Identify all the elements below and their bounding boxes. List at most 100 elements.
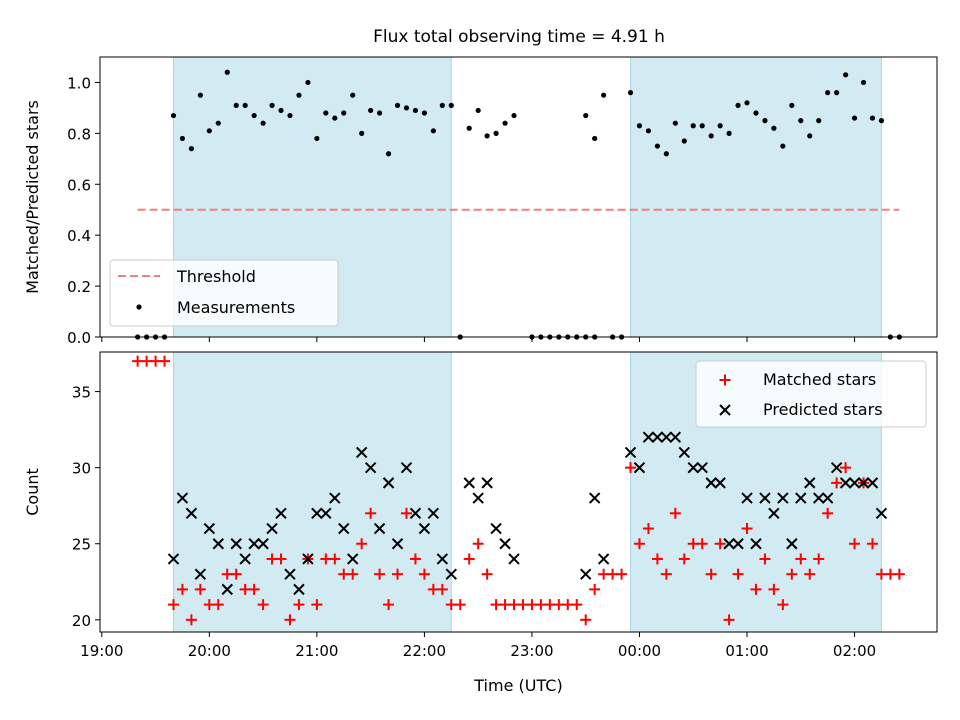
- legend-label: Predicted stars: [763, 400, 883, 419]
- measurement-point: [690, 123, 696, 129]
- matched-star-marker: [840, 462, 852, 474]
- matched-star-marker: [293, 599, 305, 611]
- measurement-point: [681, 138, 687, 144]
- measurement-point: [753, 110, 759, 116]
- predicted-star-marker: [391, 538, 404, 550]
- y-tick-label: 0.6: [67, 176, 91, 194]
- measurement-point: [341, 110, 347, 116]
- predicted-star-marker: [714, 477, 726, 489]
- matched-star-marker: [365, 507, 377, 519]
- chart-title: Flux total observing time = 4.91 h: [373, 27, 665, 47]
- axes-frame: [99, 56, 938, 338]
- predicted-star-marker: [364, 461, 377, 474]
- x-tick-label: 20:00: [188, 642, 231, 660]
- measurement-point: [287, 112, 293, 119]
- measurement-point: [206, 128, 212, 134]
- measurement-point: [798, 118, 804, 124]
- matched-star-marker: [374, 568, 386, 580]
- matched-star-marker: [822, 507, 834, 519]
- measurement-point: [663, 151, 669, 157]
- measurement-point: [816, 118, 822, 124]
- predicted-star-marker: [275, 507, 287, 520]
- predicted-star-marker: [355, 446, 368, 459]
- measurement-point: [484, 133, 490, 139]
- predicted-star-marker: [705, 477, 717, 489]
- matched-star-marker: [329, 553, 341, 565]
- measurement-point: [878, 118, 885, 124]
- measurement-point: [242, 102, 248, 108]
- matched-star-marker: [705, 568, 717, 580]
- matched-star-marker: [472, 538, 484, 550]
- predicted-star-marker: [463, 477, 475, 489]
- matched-star-marker: [580, 614, 592, 626]
- predicted-star-marker: [338, 522, 350, 535]
- predicted-star-marker: [409, 507, 422, 520]
- y-tick-label: 0.2: [67, 278, 91, 296]
- measurement-point: [260, 120, 266, 126]
- predicted-star-marker: [786, 538, 798, 550]
- measurement-point: [466, 125, 472, 131]
- predicted-star-marker: [176, 492, 189, 504]
- predicted-star-marker: [678, 446, 690, 459]
- matched-star-marker: [625, 462, 637, 474]
- matched-star-marker: [454, 599, 466, 611]
- predicted-star-marker: [311, 507, 323, 520]
- predicted-star-marker: [857, 477, 870, 489]
- matched-star-marker: [159, 355, 171, 367]
- measurement-point: [376, 110, 383, 116]
- predicted-star-marker: [203, 522, 216, 535]
- matched-star-marker: [651, 553, 663, 565]
- matched-star-marker: [795, 553, 807, 565]
- measurement-point: [771, 125, 777, 131]
- x-tick-label: 01:00: [725, 642, 768, 660]
- measurement-point: [744, 100, 750, 106]
- predicted-star-marker: [302, 553, 314, 565]
- predicted-star-marker: [373, 522, 386, 535]
- matched-star-marker: [392, 568, 404, 580]
- predicted-star-marker: [624, 446, 637, 459]
- x-tick-label: 19:00: [80, 642, 123, 660]
- predicted-star-marker: [813, 492, 825, 504]
- predicted-star-marker: [848, 477, 861, 489]
- matched-star-marker: [660, 568, 672, 580]
- legend-matched-swatch: [719, 374, 731, 386]
- matched-star-marker: [893, 568, 905, 580]
- legend-box: [695, 360, 927, 428]
- y-tick-label: 25: [72, 536, 91, 554]
- predicted-star-marker: [795, 492, 807, 504]
- measurement-point: [493, 130, 499, 136]
- predicted-star-marker: [723, 538, 735, 550]
- ratio-panel: 0.0 0.2 0.4 0.6 0.8 1.0 Matched/Predicted star…: [23, 56, 938, 347]
- matched-star-marker: [284, 614, 296, 626]
- measurement-point: [359, 130, 365, 136]
- measurement-point: [780, 143, 786, 149]
- measurement-point: [592, 135, 598, 142]
- matched-star-marker: [759, 553, 771, 565]
- measurement-point: [842, 72, 849, 78]
- predicted-star-marker: [329, 492, 341, 504]
- predicted-star-marker: [230, 538, 242, 550]
- predicted-star-marker: [400, 461, 413, 474]
- matched-star-marker: [768, 583, 780, 595]
- predicted-star-marker: [642, 431, 655, 443]
- predicted-star-marker: [481, 477, 493, 489]
- predicted-star-marker: [185, 507, 198, 520]
- measurement-point: [269, 102, 275, 108]
- matched-star-marker: [678, 553, 690, 565]
- x-tick-label: 23:00: [510, 642, 553, 660]
- matched-star-marker: [633, 538, 645, 550]
- predicted-star-marker: [830, 461, 843, 474]
- axes-frame: [99, 351, 938, 633]
- predicted-star-marker: [768, 507, 780, 520]
- measurement-point: [654, 143, 661, 149]
- predicted-star-marker: [194, 568, 207, 580]
- measurement-point: [834, 90, 840, 96]
- measurement-point: [323, 110, 329, 116]
- measurement-point: [448, 102, 454, 108]
- y-tick-label: 1.0: [67, 74, 91, 92]
- y-axis-label: Matched/Predicted stars: [23, 100, 42, 294]
- predicted-star-marker: [221, 583, 233, 596]
- measurement-point: [475, 107, 481, 114]
- predicted-star-marker: [418, 522, 431, 535]
- measurement-point: [735, 102, 741, 108]
